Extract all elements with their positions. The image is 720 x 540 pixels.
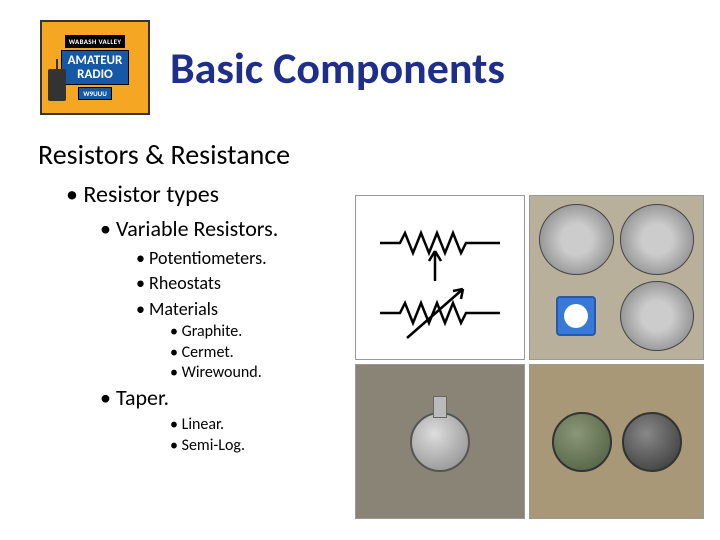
schematic-symbols-image [355, 195, 525, 360]
rheostat-photo [529, 364, 704, 519]
potentiometer-icon [410, 412, 470, 472]
section-heading: Resistors & Resistance [38, 137, 720, 172]
logo-line2: RADIO [77, 67, 113, 82]
logo-callsign: W9UUU [78, 87, 112, 100]
rheostat-icon [622, 412, 682, 472]
handheld-radio-icon [48, 69, 66, 101]
trim-pot-icon [556, 296, 596, 336]
logo-main-text: AMATEUR RADIO [61, 50, 130, 85]
pot-shaft-icon [433, 396, 447, 418]
mini-pot-icon [620, 204, 695, 274]
mini-pot-icon [620, 281, 695, 351]
mini-pot-icon [539, 204, 614, 274]
image-grid [355, 195, 710, 519]
trimmer-pots-photo [529, 195, 704, 360]
rheostat-icon [552, 412, 612, 472]
resistor-schematic-svg [365, 203, 515, 353]
rotary-pot-photo [355, 364, 525, 519]
slide-title: Basic Components [170, 41, 505, 95]
club-logo: WABASH VALLEY AMATEUR RADIO W9UUU [40, 20, 150, 115]
header: WABASH VALLEY AMATEUR RADIO W9UUU Basic … [0, 0, 720, 125]
logo-top-banner: WABASH VALLEY [65, 35, 126, 48]
